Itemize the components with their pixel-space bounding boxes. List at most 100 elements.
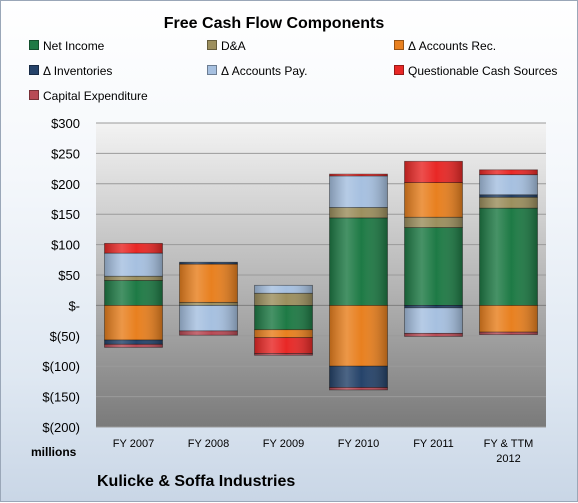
bar-shading [479,305,538,333]
legend-swatch [394,40,404,50]
bar-shading [479,169,538,175]
bar-shading [254,337,313,354]
bar-accounts-pay [479,174,538,196]
legend-item-d-a: D&A [207,39,246,53]
bar-shading [329,175,388,208]
legend-label: Net Income [43,39,105,53]
bar-shading [479,332,538,335]
bar-shading [479,208,538,306]
bar-accounts-rec [404,182,463,218]
x-tick-label: FY 2011 [413,438,454,450]
bar-questionable-cash-sources [329,173,388,177]
bar-shading [104,276,163,281]
bar-shading [404,333,463,337]
bar-inventories [179,261,238,265]
x-tick-label: 2012 [496,453,520,465]
bar-shading [329,366,388,388]
bar-questionable-cash-sources [479,169,538,176]
legend-item-accounts-rec: Δ Accounts Rec. [394,39,496,53]
bar-shading [329,217,388,306]
bar-capital-expenditure [179,330,238,336]
bar-inventories [329,365,388,388]
units-label: millions [31,445,77,459]
y-tick-label: $250 [51,146,80,161]
bar-shading [329,174,388,176]
legend-swatch [394,65,404,75]
legend-label: Capital Expenditure [43,89,148,103]
bar-shading [404,227,463,306]
bar-shading [179,264,238,303]
bar-capital-expenditure [404,332,463,337]
bar-shading [329,207,388,218]
chart-title: Free Cash Flow Components [163,15,385,32]
bar-net-income [104,280,163,306]
bar-shading [104,253,163,277]
bar-accounts-pay [104,252,163,277]
legend-item-accounts-pay: Δ Accounts Pay. [207,64,308,78]
bar-d-a [104,275,163,281]
x-tick-label: FY 2007 [113,438,154,450]
bar-shading [254,329,313,338]
bar-accounts-rec [104,304,163,341]
bar-shading [254,305,313,330]
bar-accounts-rec [179,263,238,303]
x-tick-label: FY 2008 [188,438,229,450]
bar-shading [404,217,463,228]
bar-shading [479,197,538,209]
bar-net-income [329,217,388,306]
legend-swatch [29,65,39,75]
bar-shading [179,262,238,265]
legend-swatch [29,90,39,100]
x-tick-label: FY & TTM [484,438,534,450]
bar-shading [179,330,238,336]
bar-inventories [479,194,538,198]
bar-questionable-cash-sources [254,337,313,354]
y-tick-label: $200 [51,177,80,192]
bar-shading [104,243,163,254]
company-label: Kulicke & Soffa Industries [97,473,296,490]
legend-swatch [207,40,217,50]
bar-shading [254,285,313,294]
bar-shading [254,353,313,356]
bar-shading [404,182,463,218]
bar-d-a [404,216,463,228]
y-tick-label: $- [68,298,80,313]
bar-accounts-rec [329,304,388,367]
bar-accounts-pay [254,284,313,294]
legend-label: Δ Inventories [43,64,113,78]
y-tick-label: $300 [51,116,80,131]
y-tick-label: $(50) [50,329,80,344]
bar-shading [329,387,388,390]
legend-item-inventories: Δ Inventories [29,64,112,78]
y-tick-label: $150 [51,207,80,222]
bar-accounts-rec [479,304,538,333]
y-tick-label: $100 [51,238,80,253]
bar-d-a [329,207,388,219]
bar-shading [104,280,163,306]
x-tick-label: FY 2009 [263,438,304,450]
bar-capital-expenditure [479,331,538,335]
bar-shading [104,344,163,348]
bar-shading [479,174,538,195]
legend-label: Δ Accounts Pay. [221,64,308,78]
y-tick-label: $50 [58,268,80,283]
legend-label: Questionable Cash Sources [408,64,558,78]
bar-shading [479,194,538,198]
bar-shading [404,305,463,308]
legend-item-capital-expenditure: Capital Expenditure [29,89,148,103]
bar-shading [104,340,163,345]
bar-net-income [404,227,463,306]
legend-item-net-income: Net Income [29,39,104,53]
bar-inventories [104,339,163,345]
bar-d-a [254,292,313,306]
bar-shading [179,305,238,331]
bar-capital-expenditure [254,353,313,356]
y-tick-label: $(200) [42,420,80,435]
legend-label: Δ Accounts Rec. [408,39,497,53]
legend-swatch [29,40,39,50]
bar-shading [179,302,238,306]
bar-accounts-pay [179,304,238,332]
bar-capital-expenditure [104,343,163,348]
